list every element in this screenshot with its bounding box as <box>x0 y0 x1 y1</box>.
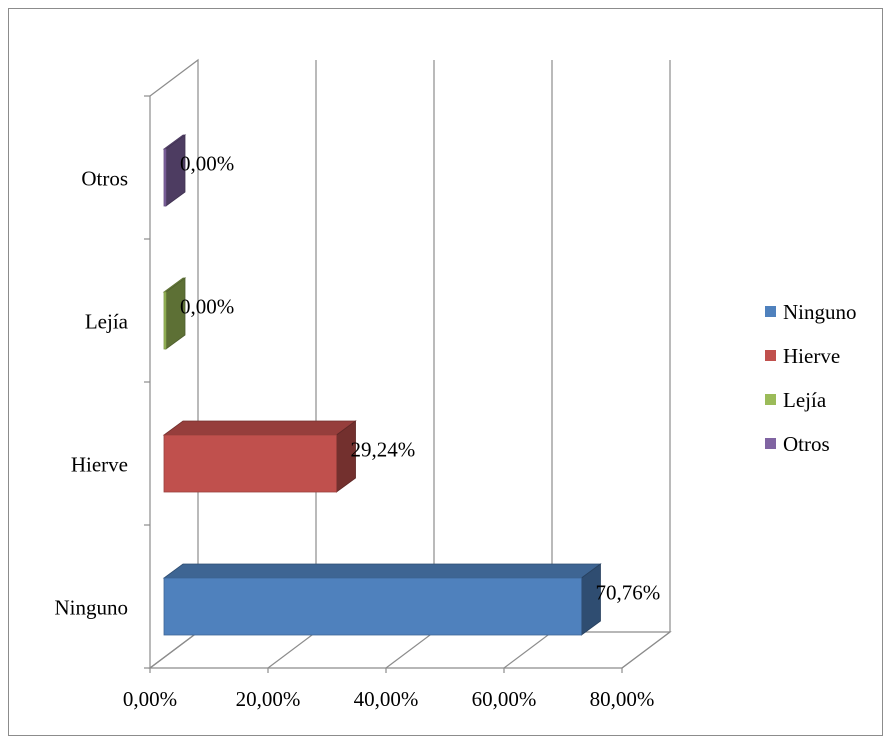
x-tick-label: 40,00% <box>354 687 419 711</box>
floor-gridline <box>503 631 553 669</box>
legend-swatch-0 <box>765 306 776 317</box>
bar-top-0 <box>162 563 602 579</box>
bar-top-1 <box>162 420 357 436</box>
x-tick-label: 0,00% <box>123 687 177 711</box>
bars <box>162 134 602 636</box>
x-tick-label: 60,00% <box>472 687 537 711</box>
floor-gridline <box>149 631 199 669</box>
legend-label-2: Lejía <box>783 388 827 412</box>
bar-1 <box>163 434 337 493</box>
category-label-0: Ninguno <box>55 596 129 620</box>
value-label-2: 0,00% <box>180 295 234 319</box>
x-tick-label: 20,00% <box>236 687 301 711</box>
legend-swatch-3 <box>765 438 776 449</box>
labels: 70,76% Ninguno 29,24% Hierve 0,00% Lejía 0,00%… <box>55 152 661 620</box>
legend-swatch-1 <box>765 350 776 361</box>
value-label-3: 0,00% <box>180 152 234 176</box>
floor-gridline <box>621 631 671 669</box>
category-label-2: Lejía <box>85 310 129 334</box>
value-label-0: 70,76% <box>595 581 660 605</box>
gridlines <box>149 60 671 669</box>
legend: Ninguno Hierve Lejía Otros <box>765 300 857 456</box>
floor-gridline <box>267 631 317 669</box>
value-label-1: 29,24% <box>351 438 416 462</box>
x-tick-label: 80,00% <box>590 687 655 711</box>
bar-3 <box>163 148 167 207</box>
legend-label-1: Hierve <box>783 344 840 368</box>
bar-2 <box>163 291 167 350</box>
floor-gridline <box>385 631 435 669</box>
legend-label-3: Otros <box>783 432 830 456</box>
legend-label-0: Ninguno <box>783 300 857 324</box>
legend-swatch-2 <box>765 394 776 405</box>
bar-0 <box>163 577 582 636</box>
axes: 0,00% 20,00% 40,00% 60,00% 80,00% <box>123 95 655 711</box>
category-label-3: Otros <box>81 167 128 191</box>
category-label-1: Hierve <box>71 453 128 477</box>
